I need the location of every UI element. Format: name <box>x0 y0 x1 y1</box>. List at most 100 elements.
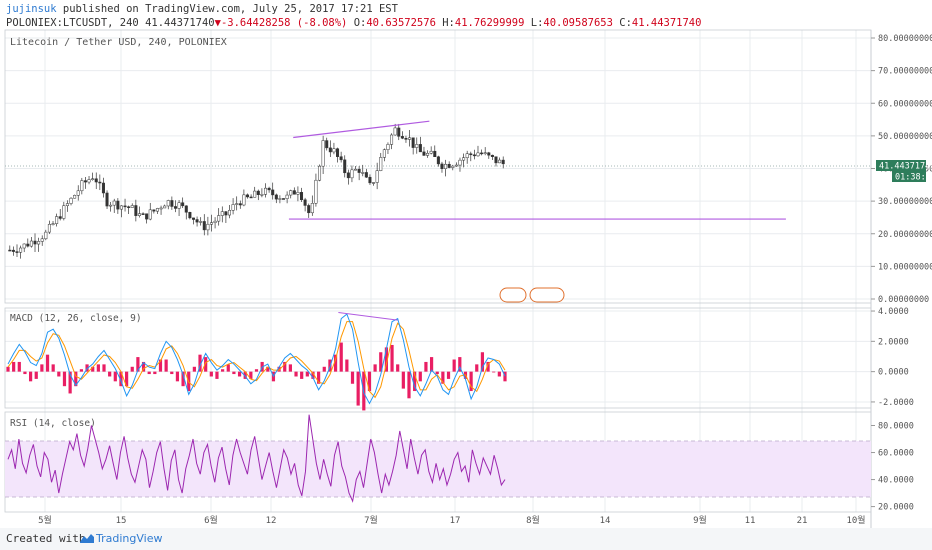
candle-body <box>8 249 12 252</box>
candle-body <box>354 168 358 171</box>
candle-body <box>119 205 123 210</box>
low-value: 40.09587653 <box>543 17 613 29</box>
chart-canvas[interactable]: Litecoin / Tether USD, 240, POLONIEX MAC… <box>0 0 932 528</box>
macd-hist-bar <box>130 366 134 372</box>
candle-body <box>278 198 282 200</box>
candle-body <box>390 134 394 145</box>
candle-body <box>137 213 141 216</box>
macd-hist-bar <box>74 371 78 387</box>
candle-body <box>429 150 433 154</box>
macd-hist-bar <box>497 371 501 377</box>
candle-body <box>11 249 15 252</box>
candle-body <box>101 182 105 194</box>
candle-body <box>40 238 44 242</box>
macd-hist-bar <box>333 354 338 372</box>
author-link[interactable]: jujinsuk <box>6 3 57 15</box>
candle-body <box>80 180 84 192</box>
macd-hist-bar <box>153 371 157 375</box>
macd-hist-bar <box>311 371 315 379</box>
candle-body <box>220 211 224 216</box>
candle-body <box>436 156 440 165</box>
macd-hist-bar <box>62 371 67 387</box>
price-tick-label: 20.00000000 <box>878 230 932 240</box>
candle-body <box>98 181 102 184</box>
candle-body <box>181 202 185 207</box>
change-value: ▼-3.64428258 (-8.08%) <box>214 17 348 29</box>
macd-hist-bar <box>486 361 490 372</box>
candle-body <box>480 152 484 155</box>
macd-tick-label: 0.0000 <box>878 368 909 378</box>
candle-body <box>76 190 80 196</box>
candle-body <box>65 203 69 206</box>
macd-hist-bar <box>6 366 10 372</box>
macd-hist-bar <box>373 364 377 372</box>
candle-body <box>282 198 286 200</box>
open-value: 40.63572576 <box>366 17 436 29</box>
candle-body <box>314 179 318 204</box>
candle-body <box>26 243 30 247</box>
candle-body <box>206 223 210 231</box>
macd-hist-bar <box>401 371 405 389</box>
candle-body <box>465 153 469 158</box>
macd-hist-bar <box>181 371 185 387</box>
candle-body <box>411 137 415 148</box>
candle-body <box>336 148 340 157</box>
candle-body <box>303 199 307 206</box>
candle-body <box>44 231 48 240</box>
candle-body <box>447 163 451 168</box>
macd-hist-bar <box>492 371 496 373</box>
candle-body <box>289 190 293 196</box>
macd-line <box>7 313 506 405</box>
macd-hist-bar <box>288 364 292 372</box>
candle-body <box>458 159 462 166</box>
candle-body <box>483 152 487 154</box>
candle-body <box>418 144 422 153</box>
candle-body <box>224 211 228 216</box>
macd-hist-bar <box>102 364 106 372</box>
candle-body <box>159 207 163 210</box>
time-tick-label: 17 <box>450 516 461 526</box>
candle-body <box>19 247 23 253</box>
candle-body <box>310 202 314 214</box>
macd-hist-bar <box>413 371 417 392</box>
grid <box>5 30 871 512</box>
macd-hist-bar <box>136 357 140 372</box>
candle-body <box>33 240 37 245</box>
macd-hist-bar <box>28 371 33 382</box>
candle-body <box>415 144 419 148</box>
candle-body <box>462 157 466 161</box>
candle-body <box>422 151 426 156</box>
macd-hist-bar <box>232 371 236 375</box>
rsi-tick-label: 60.0000 <box>878 449 914 459</box>
candle-body <box>148 209 152 220</box>
candle-body <box>263 187 268 195</box>
macd-hist-bar <box>249 371 253 379</box>
publish-info: jujinsuk published on TradingView.com, J… <box>6 3 398 15</box>
candle-body <box>332 148 336 153</box>
candle-body <box>141 213 145 215</box>
rsi-tick-label: 40.0000 <box>878 476 914 486</box>
time-tick-label: 15 <box>116 516 127 526</box>
candle-body <box>87 179 91 183</box>
macd-hist-bar <box>254 369 259 372</box>
macd-tick-label: 4.0000 <box>878 307 909 317</box>
candle-body <box>94 178 98 183</box>
candle-body <box>386 144 390 150</box>
macd-hist-bar <box>192 366 196 372</box>
candle-body <box>130 205 134 208</box>
macd-hist-bar <box>503 371 507 382</box>
candle-body <box>227 210 231 216</box>
macd-hist-bar <box>243 371 247 379</box>
candle-body <box>188 212 192 219</box>
candle-body <box>62 205 66 219</box>
price-tick-label: 80.00000000 <box>878 34 932 44</box>
price-tick-label: 0.00000000 <box>878 295 929 305</box>
macd-axis: 4.0000 2.0000 0.0000 -2.0000 <box>871 307 914 408</box>
candle-body <box>498 159 502 164</box>
candle-body <box>173 206 177 209</box>
tradingview-brand[interactable]: TradingView <box>96 532 163 545</box>
candle-body <box>184 205 188 213</box>
macd-hist-bar <box>119 371 123 387</box>
candle-body <box>177 202 181 209</box>
